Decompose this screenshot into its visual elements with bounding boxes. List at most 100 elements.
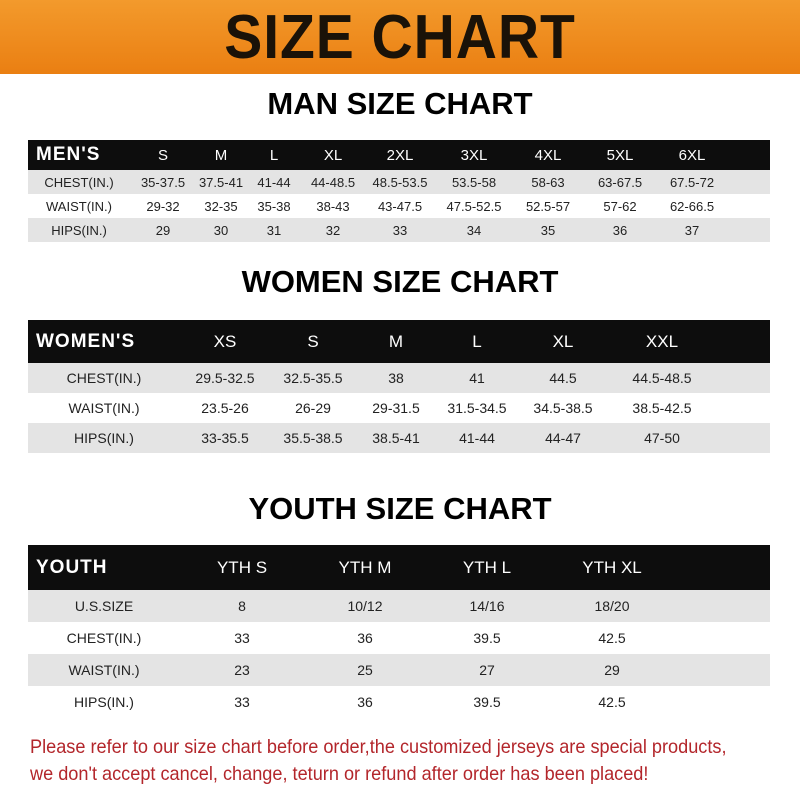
size-header-cell: L xyxy=(269,146,279,164)
row-label: HIPS(IN.) xyxy=(51,222,107,238)
table-cell: 29-31.5 xyxy=(372,400,420,416)
table-row: WAIST(IN.) 29-32 32-35 35-38 38-43 43-47.5 47.… xyxy=(28,194,770,218)
table-cell: 43-47.5 xyxy=(377,198,423,214)
table-cell: 42.5 xyxy=(598,694,626,710)
size-header-cell: XS xyxy=(213,331,237,351)
table-cell: 35.5-38.5 xyxy=(283,430,343,446)
table-cell: 38-43 xyxy=(316,198,350,214)
table-cell: 29 xyxy=(604,662,620,678)
table-cell: 35-37.5 xyxy=(140,174,186,190)
size-header-cell: S xyxy=(157,146,168,164)
size-header-cell: S xyxy=(307,331,319,351)
table-cell: 47.5-52.5 xyxy=(446,198,502,214)
table-cell: 62-66.5 xyxy=(669,198,715,214)
table-row: CHEST(IN.) 33 36 39.5 42.5 xyxy=(28,622,770,654)
size-header-cell: YTH L xyxy=(462,557,512,577)
table-cell: 30 xyxy=(213,222,229,238)
table-cell: 53.5-58 xyxy=(451,174,497,190)
table-row: U.S.SIZE 8 10/12 14/16 18/20 xyxy=(28,590,770,622)
table-cell: 37 xyxy=(684,222,700,238)
row-label: WAIST(IN.) xyxy=(46,198,112,214)
table-cell: 44.5 xyxy=(549,370,577,386)
table-cell: 44-47 xyxy=(545,430,581,446)
size-header-cell: YTH XL xyxy=(582,557,642,577)
table-cell: 38.5-41 xyxy=(372,430,420,446)
table-cell: 14/16 xyxy=(469,598,505,614)
table-cell: 44-48.5 xyxy=(310,174,356,190)
table-cell: 8 xyxy=(238,598,246,614)
table-cell: 48.5-53.5 xyxy=(372,174,428,190)
youth-section-title: YOUTH SIZE CHART xyxy=(248,491,552,526)
table-cell: 33 xyxy=(392,222,408,238)
table-cell: 10/12 xyxy=(347,598,383,614)
table-cell: 33 xyxy=(234,694,250,710)
table-cell: 32 xyxy=(325,222,341,238)
table-cell: 36 xyxy=(357,694,373,710)
size-header-cell: XXL xyxy=(645,331,679,351)
row-label: U.S.SIZE xyxy=(74,598,134,614)
table-title-cell: WOMEN'S xyxy=(36,330,136,352)
size-header-cell: L xyxy=(472,331,482,351)
table-cell: 26-29 xyxy=(295,400,331,416)
table-cell: 57-62 xyxy=(603,198,637,214)
table-cell: 29-32 xyxy=(146,198,180,214)
table-cell: 42.5 xyxy=(598,630,626,646)
table-cell: 31 xyxy=(266,222,282,238)
table-cell: 29 xyxy=(155,222,171,238)
table-cell: 36 xyxy=(357,630,373,646)
row-label: WAIST(IN.) xyxy=(68,662,140,678)
table-cell: 32.5-35.5 xyxy=(283,370,343,386)
table-cell: 18/20 xyxy=(594,598,630,614)
table-row: WAIST(IN.) 23 25 27 29 xyxy=(28,654,770,686)
size-header-cell: YTH M xyxy=(338,557,392,577)
table-row: HIPS(IN.) 29 30 31 32 33 34 35 36 37 xyxy=(28,218,770,242)
table-cell: 37.5-41 xyxy=(198,174,244,190)
table-cell: 34.5-38.5 xyxy=(533,400,593,416)
table-cell: 35-38 xyxy=(257,198,291,214)
table-cell: 52.5-57 xyxy=(525,198,571,214)
table-row: CHEST(IN.) 35-37.5 37.5-41 41-44 44-48.5 48.5… xyxy=(28,170,770,194)
header-row: MEN'S S M L XL 2XL 3XL 4XL 5XL 6XL xyxy=(28,140,770,170)
table-cell: 33-35.5 xyxy=(201,430,249,446)
table-cell: 38.5-42.5 xyxy=(632,400,692,416)
order-notice: Please refer to our size chart before or… xyxy=(30,734,737,788)
table-cell: 29.5-32.5 xyxy=(195,370,255,386)
table-row: HIPS(IN.) 33-35.5 35.5-38.5 38.5-41 41-44 44-… xyxy=(28,423,770,453)
table-cell: 44.5-48.5 xyxy=(632,370,692,386)
size-header-cell: 6XL xyxy=(678,146,706,164)
row-label: CHEST(IN.) xyxy=(44,174,114,190)
size-header-cell: 2XL xyxy=(386,146,414,164)
table-cell: 58-63 xyxy=(531,174,565,190)
table-cell: 32-35 xyxy=(204,198,238,214)
youth-size-table: YOUTH YTH S YTH M YTH L YTH XL U.S.SIZE 8 10/12… xyxy=(28,545,770,718)
table-cell: 34 xyxy=(466,222,482,238)
size-header-cell: M xyxy=(214,146,228,164)
row-label: CHEST(IN.) xyxy=(66,370,142,386)
table-cell: 27 xyxy=(479,662,495,678)
table-cell: 33 xyxy=(234,630,250,646)
table-cell: 41-44 xyxy=(257,174,291,190)
banner: SIZE CHART xyxy=(0,0,800,74)
table-cell: 39.5 xyxy=(473,694,501,710)
table-row: CHEST(IN.) 29.5-32.5 32.5-35.5 38 41 44.5 44.5… xyxy=(28,363,770,393)
table-cell: 47-50 xyxy=(644,430,680,446)
table-cell: 41-44 xyxy=(459,430,495,446)
size-header-cell: YTH S xyxy=(216,557,268,577)
table-cell: 23 xyxy=(234,662,250,678)
header-row: YOUTH YTH S YTH M YTH L YTH XL xyxy=(28,545,770,590)
table-cell: 63-67.5 xyxy=(597,174,643,190)
size-header-cell: XL xyxy=(323,146,343,164)
women-section-title: WOMEN SIZE CHART xyxy=(241,264,559,299)
notice-line-1: Please refer to our size chart before or… xyxy=(30,736,727,758)
size-header-cell: 3XL xyxy=(460,146,488,164)
table-cell: 67.5-72 xyxy=(669,174,715,190)
men-size-table: MEN'S S M L XL 2XL 3XL 4XL 5XL 6XL CHEST(IN.) 35-37… xyxy=(28,140,770,242)
table-cell: 41 xyxy=(469,370,485,386)
notice-line-2: we don't accept cancel, change, teturn o… xyxy=(30,763,649,785)
row-label: HIPS(IN.) xyxy=(74,694,134,710)
row-label: HIPS(IN.) xyxy=(74,430,134,446)
size-header-cell: 5XL xyxy=(606,146,634,164)
table-cell: 23.5-26 xyxy=(201,400,249,416)
banner-title: SIZE CHART xyxy=(224,2,576,72)
table-title-cell: MEN'S xyxy=(36,144,101,165)
